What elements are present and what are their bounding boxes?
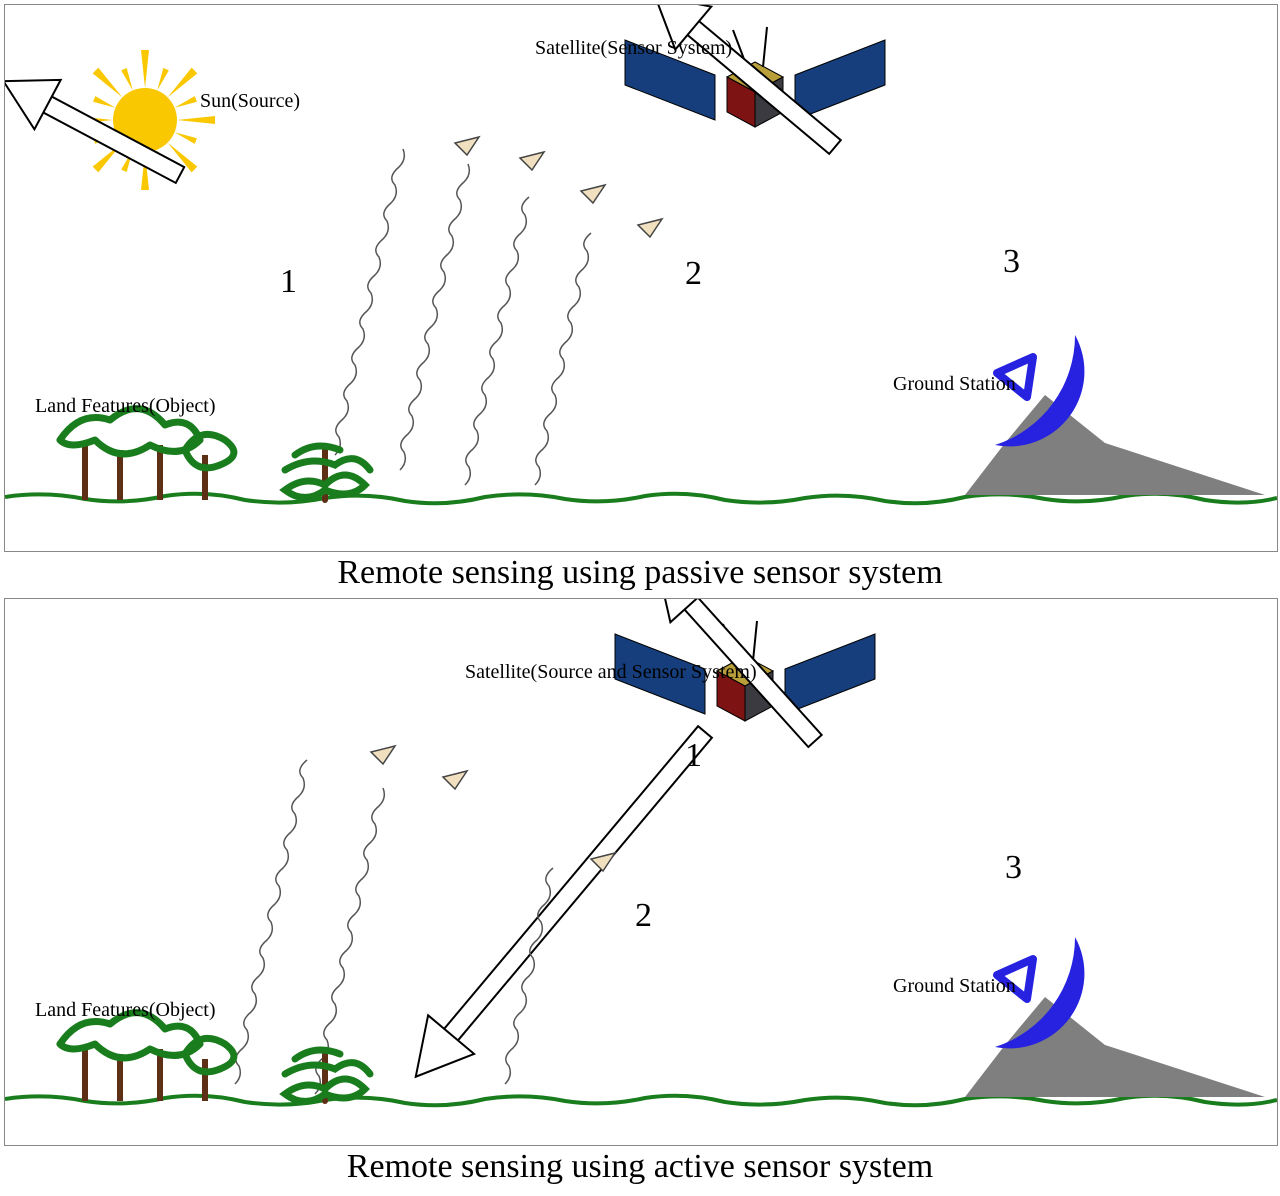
label-ground-bottom: Ground Station (893, 975, 1016, 998)
caption-passive: Remote sensing using passive sensor syst… (0, 554, 1280, 592)
number-3-bottom: 3 (1005, 849, 1022, 887)
panel-passive: Sun(Source) Satellite(Sensor System) Lan… (4, 4, 1278, 552)
bushes-center-2 (285, 1050, 370, 1102)
ground-line-2 (5, 1096, 1277, 1106)
number-1-bottom: 1 (685, 737, 702, 775)
bushes-center (285, 446, 370, 500)
arrow-1-active (393, 713, 728, 1096)
label-sun: Sun(Source) (200, 90, 300, 113)
ground-station (965, 335, 1265, 495)
signal-waves (335, 137, 662, 485)
label-ground-top: Ground Station (893, 373, 1016, 396)
caption-active: Remote sensing using active sensor syste… (0, 1148, 1280, 1186)
passive-diagram-svg (5, 5, 1277, 551)
trees-left (60, 409, 234, 500)
number-2-bottom: 2 (635, 897, 652, 935)
number-1-top: 1 (280, 263, 297, 301)
trees-left-2 (60, 1013, 234, 1101)
label-land-top: Land Features(Object) (35, 395, 215, 418)
label-satellite-top: Satellite(Sensor System) (535, 37, 732, 60)
number-3-top: 3 (1003, 243, 1020, 281)
ground-station-2 (965, 937, 1265, 1097)
ground-line (5, 494, 1277, 504)
label-land-bottom: Land Features(Object) (35, 999, 215, 1022)
number-2-top: 2 (685, 255, 702, 293)
label-satellite-bottom: Satellite(Source and Sensor System) (465, 661, 757, 684)
panel-active: Satellite(Source and Sensor System) Land… (4, 598, 1278, 1146)
